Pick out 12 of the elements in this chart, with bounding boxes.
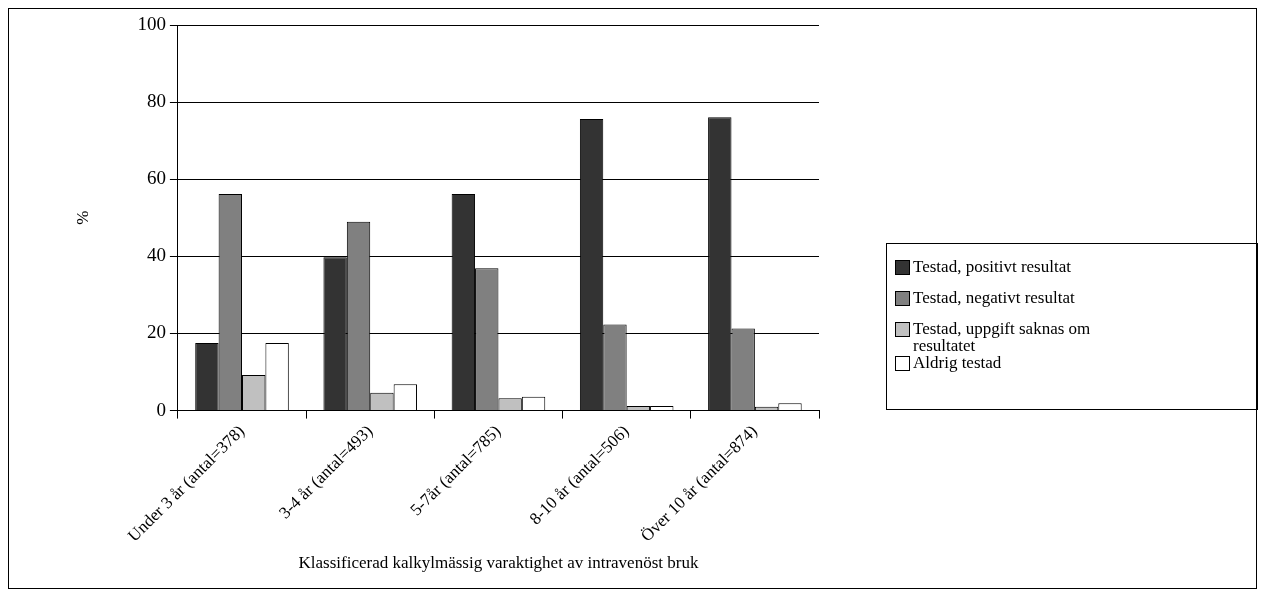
y-tick-label: 60 xyxy=(146,167,166,189)
y-axis-title: % xyxy=(72,210,92,225)
x-axis-title: Klassificerad kalkylmässig varaktighet av intravenöst bruk xyxy=(298,553,699,573)
y-tick-label: 40 xyxy=(146,244,166,266)
y-tick-label: 100 xyxy=(137,12,166,34)
y-tick-label: 80 xyxy=(146,90,166,112)
legend-label: Testad, uppgift saknas om resultatet xyxy=(913,319,1092,355)
legend-label: Testad, positivt resultat xyxy=(913,257,1072,276)
legend-label: Aldrig testad xyxy=(913,353,1003,372)
y-tick-label: 0 xyxy=(156,398,166,420)
legend-label: Testad, negativt resultat xyxy=(913,288,1076,307)
y-tick-label: 20 xyxy=(146,321,166,343)
